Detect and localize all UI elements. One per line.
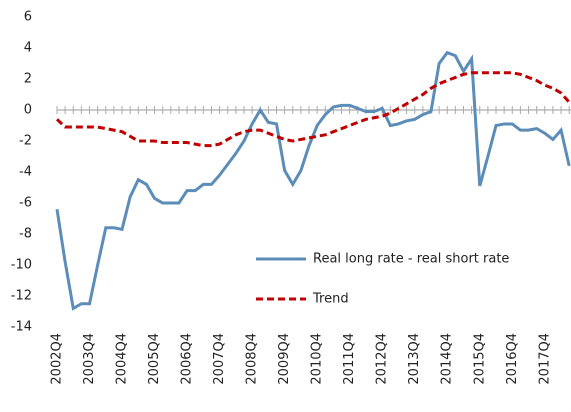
x-tick-label: 2004Q4	[115, 333, 130, 385]
y-tick-label: -4	[19, 165, 32, 180]
x-tick-label: 2006Q4	[180, 333, 195, 385]
y-tick-label: 6	[24, 10, 32, 25]
x-tick-label: 2016Q4	[505, 333, 520, 385]
x-tick-label: 2007Q4	[212, 333, 227, 385]
y-tick-label: -10	[11, 258, 32, 273]
y-tick-label: -2	[19, 134, 32, 149]
x-tick-label: 2010Q4	[310, 333, 325, 385]
y-tick-label: 4	[24, 41, 32, 56]
x-tick-label: 2011Q4	[342, 333, 357, 385]
x-tick-label: 2013Q4	[407, 333, 422, 385]
y-tick-label: -6	[19, 196, 32, 211]
legend-label: Trend	[312, 292, 349, 307]
x-tick-label: 2014Q4	[440, 333, 455, 385]
x-tick-label: 2015Q4	[472, 333, 487, 385]
y-tick-label: 2	[24, 72, 32, 87]
x-tick-label: 2002Q4	[50, 333, 65, 385]
x-tick-label: 2017Q4	[537, 333, 552, 385]
x-tick-label: 2008Q4	[245, 333, 260, 385]
legend-label: Real long rate - real short rate	[313, 252, 509, 267]
x-tick-label: 2003Q4	[82, 333, 97, 385]
y-tick-label: -14	[11, 320, 32, 335]
series-line	[55, 50, 571, 311]
y-tick-label: 0	[24, 103, 32, 118]
y-tick-label: -12	[11, 289, 32, 304]
x-tick-label: 2012Q4	[375, 333, 390, 385]
y-tick-label: -8	[19, 227, 32, 242]
series-line	[55, 71, 571, 148]
x-tick-label: 2009Q4	[277, 333, 292, 385]
x-tick-label: 2005Q4	[147, 333, 162, 385]
